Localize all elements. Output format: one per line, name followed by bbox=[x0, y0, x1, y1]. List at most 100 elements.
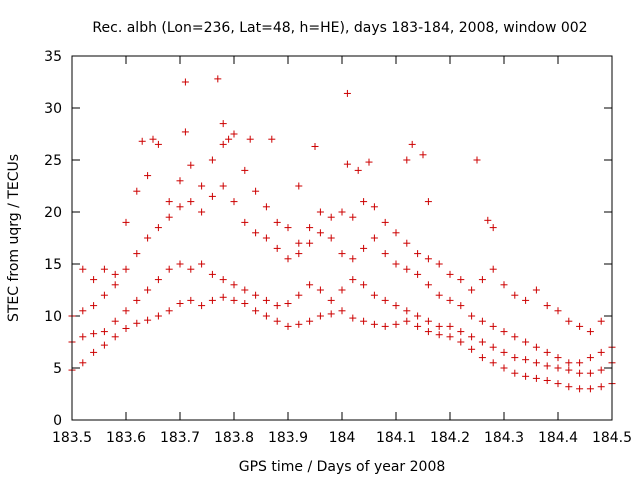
x-tick-label: 184.2 bbox=[430, 430, 470, 446]
data-point bbox=[414, 250, 422, 258]
data-point bbox=[435, 260, 443, 268]
data-point bbox=[225, 135, 233, 143]
data-point bbox=[586, 328, 594, 336]
data-point bbox=[511, 369, 519, 377]
data-point bbox=[403, 156, 411, 164]
data-point bbox=[273, 244, 281, 252]
data-point bbox=[198, 260, 206, 268]
data-point bbox=[138, 137, 146, 145]
data-point bbox=[79, 333, 87, 341]
data-point bbox=[241, 300, 249, 308]
data-point bbox=[208, 156, 216, 164]
data-point bbox=[489, 322, 497, 330]
data-point bbox=[354, 166, 362, 174]
data-point bbox=[349, 314, 357, 322]
data-point bbox=[446, 296, 454, 304]
data-point bbox=[392, 260, 400, 268]
data-point bbox=[144, 234, 152, 242]
data-point bbox=[424, 281, 432, 289]
data-point bbox=[133, 187, 141, 195]
data-point bbox=[414, 312, 422, 320]
data-point bbox=[500, 364, 508, 372]
data-point bbox=[219, 182, 227, 190]
data-point bbox=[219, 120, 227, 128]
data-point bbox=[370, 320, 378, 328]
data-point bbox=[565, 366, 573, 374]
data-point bbox=[230, 296, 238, 304]
data-point bbox=[262, 296, 270, 304]
data-point bbox=[489, 265, 497, 273]
data-point bbox=[424, 198, 432, 206]
data-point bbox=[133, 250, 141, 258]
data-point bbox=[597, 366, 605, 374]
data-point bbox=[403, 317, 411, 325]
data-point bbox=[576, 385, 584, 393]
x-tick-label: 183.9 bbox=[268, 430, 308, 446]
data-point bbox=[522, 372, 530, 380]
data-point bbox=[392, 229, 400, 237]
data-point bbox=[79, 307, 87, 315]
data-point bbox=[252, 307, 260, 315]
data-point bbox=[446, 322, 454, 330]
data-point bbox=[176, 203, 184, 211]
data-point bbox=[343, 160, 351, 168]
y-tick-label: 0 bbox=[53, 413, 62, 429]
data-point bbox=[284, 300, 292, 308]
data-point bbox=[176, 260, 184, 268]
data-point bbox=[316, 286, 324, 294]
data-point bbox=[295, 250, 303, 258]
data-point bbox=[273, 317, 281, 325]
data-point bbox=[522, 356, 530, 364]
data-point bbox=[262, 234, 270, 242]
data-point bbox=[392, 302, 400, 310]
data-point bbox=[219, 276, 227, 284]
data-point bbox=[241, 166, 249, 174]
data-point bbox=[392, 320, 400, 328]
data-point bbox=[576, 359, 584, 367]
data-point bbox=[408, 140, 416, 148]
data-point bbox=[468, 333, 476, 341]
y-tick-label: 30 bbox=[44, 101, 62, 117]
x-tick-label: 184 bbox=[329, 430, 356, 446]
data-point bbox=[457, 302, 465, 310]
data-point bbox=[478, 354, 486, 362]
data-point bbox=[241, 286, 249, 294]
data-point bbox=[360, 281, 368, 289]
data-point bbox=[338, 286, 346, 294]
data-point bbox=[349, 276, 357, 284]
data-point bbox=[435, 291, 443, 299]
data-point bbox=[484, 216, 492, 224]
data-point bbox=[111, 281, 119, 289]
data-point bbox=[403, 265, 411, 273]
data-point bbox=[165, 307, 173, 315]
data-point bbox=[532, 359, 540, 367]
data-point bbox=[214, 75, 222, 83]
data-point bbox=[111, 333, 119, 341]
data-point bbox=[90, 276, 98, 284]
data-point bbox=[306, 317, 314, 325]
data-point bbox=[435, 331, 443, 339]
data-point bbox=[90, 330, 98, 338]
data-point bbox=[543, 376, 551, 384]
data-point bbox=[295, 239, 303, 247]
data-point bbox=[424, 328, 432, 336]
x-tick-label: 184.3 bbox=[484, 430, 524, 446]
data-point bbox=[311, 142, 319, 150]
tick-marks bbox=[71, 55, 613, 421]
data-point bbox=[208, 270, 216, 278]
y-tick-label: 25 bbox=[44, 153, 62, 169]
data-point bbox=[468, 312, 476, 320]
data-point bbox=[349, 255, 357, 263]
data-point bbox=[79, 265, 87, 273]
data-point bbox=[187, 265, 195, 273]
data-point bbox=[100, 265, 108, 273]
data-point bbox=[262, 203, 270, 211]
data-point bbox=[565, 383, 573, 391]
data-point bbox=[586, 385, 594, 393]
data-point bbox=[273, 218, 281, 226]
data-point bbox=[295, 182, 303, 190]
data-point bbox=[500, 281, 508, 289]
x-axis-label: GPS time / Days of year 2008 bbox=[239, 459, 446, 475]
data-point bbox=[252, 291, 260, 299]
y-tick-label: 20 bbox=[44, 205, 62, 221]
